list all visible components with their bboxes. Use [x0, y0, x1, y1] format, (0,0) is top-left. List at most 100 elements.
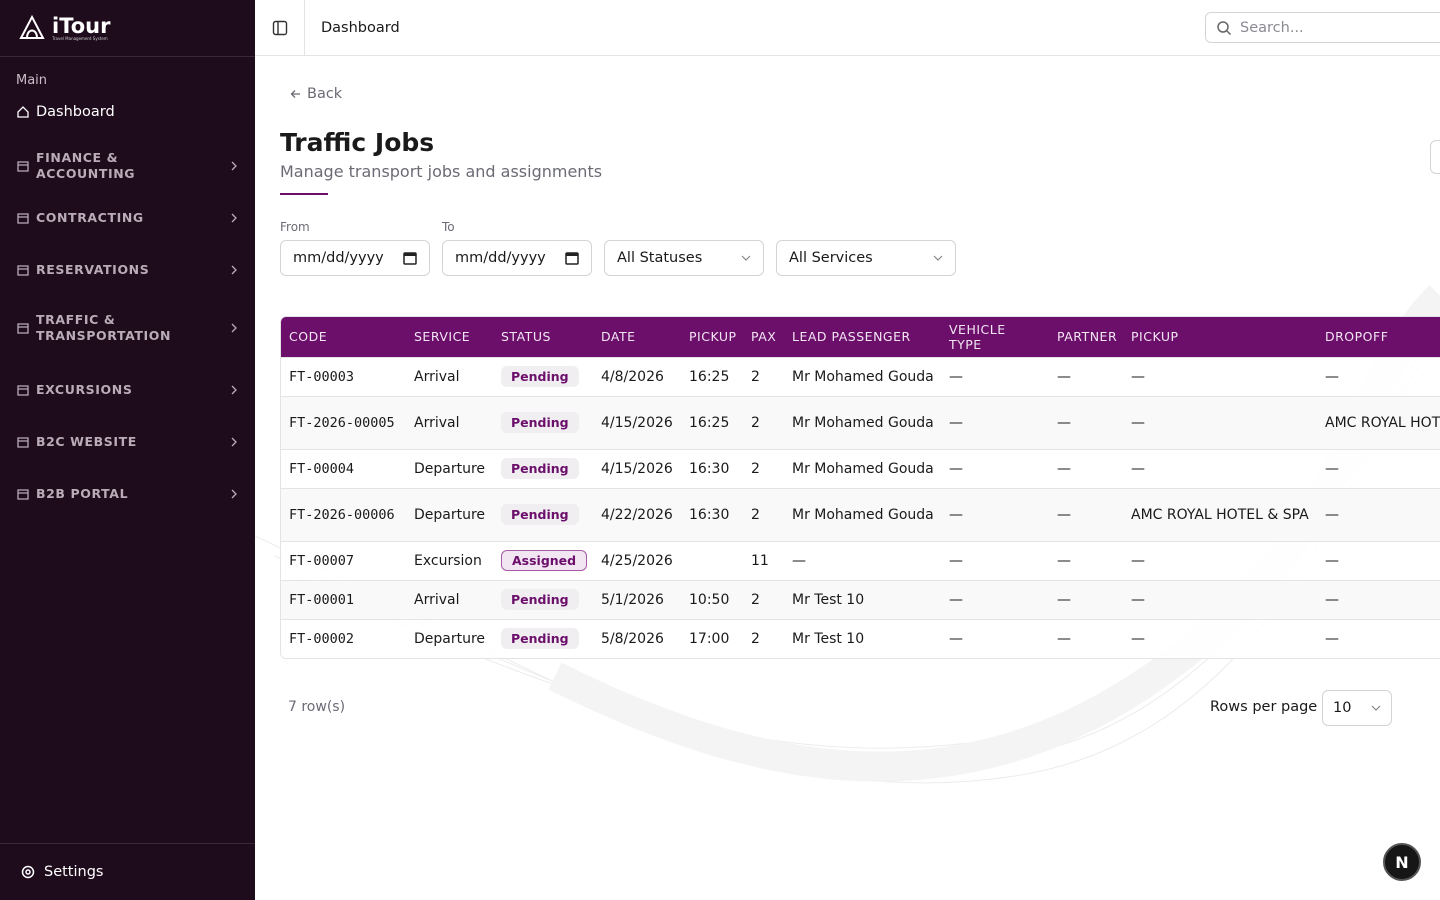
table-cell: — — [1049, 356, 1123, 396]
column-header[interactable]: PARTNER — [1049, 317, 1123, 357]
column-header[interactable]: PICKUP — [1123, 317, 1317, 357]
section-label: Main — [16, 73, 48, 88]
nav-label: FINANCE & ACCOUNTING — [36, 150, 136, 181]
column-header[interactable]: LEAD PASSENGER — [784, 317, 941, 357]
logo-subtitle: Travel Management System — [52, 35, 108, 41]
status-cell: Pending — [493, 356, 593, 396]
chevron-right — [231, 489, 237, 499]
table-cell: 17:00 — [681, 618, 743, 658]
table-row[interactable]: FT-00003 Arrival Pending 4/8/2026 16:25 2 Mr M… — [281, 356, 1440, 396]
nav-item[interactable]: B2C WEBSITE — [0, 428, 255, 456]
nav-item[interactable]: EXCURSIONS — [0, 376, 255, 404]
status-cell: Pending — [493, 618, 593, 658]
back-link[interactable]: Back — [290, 86, 342, 102]
table-row[interactable]: FT-2026-00005 Arrival Pending 4/15/2026 16:2… — [281, 395, 1440, 449]
table-container: CODE SERVICE STATUS DATE PICKUP PAX LEAD PASSE… — [280, 316, 1440, 659]
chevron-right — [231, 161, 237, 171]
status-cell: Pending — [493, 395, 593, 449]
chevron-right — [231, 385, 237, 395]
header-row: CODE SERVICE STATUS DATE PICKUP PAX LEAD PASSE… — [281, 317, 1440, 357]
column-header[interactable]: VEHICLE TYPE — [941, 317, 1049, 357]
status-select[interactable]: All Statuses — [604, 240, 764, 276]
to-date-input[interactable]: mm/dd/yyyy — [442, 240, 592, 276]
chevron-right — [231, 265, 237, 275]
nav-item[interactable]: Dashboard — [0, 98, 255, 126]
back-icon — [290, 90, 300, 98]
nav-label: B2B PORTAL — [36, 486, 129, 501]
status-badge: Pending — [501, 504, 579, 525]
status-cell: Pending — [493, 579, 593, 619]
column-header[interactable]: PAX — [743, 317, 784, 357]
table-cell: — — [941, 579, 1049, 619]
table-cell: — — [1123, 618, 1317, 658]
action-button[interactable] — [1430, 140, 1440, 174]
nav-item[interactable]: RESERVATIONS — [0, 256, 255, 284]
table-cell: — — [941, 448, 1049, 488]
settings-label: Settings — [44, 864, 104, 880]
table-body: FT-00003 Arrival Pending 4/8/2026 16:25 2 Mr M… — [281, 356, 1440, 658]
table-cell: 5/8/2026 — [593, 618, 681, 658]
job-code: FT-00007 — [281, 540, 406, 580]
column-header[interactable]: STATUS — [493, 317, 593, 357]
nav-item[interactable]: B2B PORTAL — [0, 480, 255, 508]
settings-link[interactable]: Settings — [0, 843, 255, 900]
rows-per-page-label: Rows per page — [1210, 699, 1318, 715]
column-header[interactable]: CODE — [281, 317, 406, 357]
table-cell: — — [941, 395, 1049, 449]
table-cell: Mr Mohamed Gouda — [784, 448, 941, 488]
nav-item[interactable]: CONTRACTING — [0, 204, 255, 232]
jobs-table: CODE SERVICE STATUS DATE PICKUP PAX LEAD PASSE… — [281, 317, 1440, 658]
nav-icon — [17, 265, 29, 276]
sidebar-toggle[interactable] — [255, 0, 305, 56]
table-cell: 4/25/2026 — [593, 540, 681, 580]
table-cell: — — [1123, 540, 1317, 580]
column-header[interactable]: SERVICE — [406, 317, 493, 357]
table-cell: 11 — [743, 540, 784, 580]
table-cell: AMC ROYAL HOTEL & SPA — [1123, 487, 1317, 541]
nav-label: CONTRACTING — [36, 210, 144, 225]
nav-icon — [17, 106, 29, 118]
calendar-icon — [565, 252, 579, 265]
service-select[interactable]: All Services — [776, 240, 956, 276]
table-cell: Arrival — [406, 395, 493, 449]
table-cell: 4/8/2026 — [593, 356, 681, 396]
toggle-icon — [272, 20, 287, 35]
status-badge: Pending — [501, 412, 579, 433]
table-cell: Mr Mohamed Gouda — [784, 356, 941, 396]
table-cell: — — [1317, 618, 1440, 658]
chevron-right — [231, 437, 237, 447]
rows-per-page-select[interactable]: 10 — [1322, 690, 1392, 726]
table-cell: — — [1049, 540, 1123, 580]
table-cell: — — [1317, 487, 1440, 541]
logo-icon — [19, 14, 45, 39]
table-row[interactable]: FT-00002 Departure Pending 5/8/2026 17:00 2 Mr… — [281, 618, 1440, 658]
column-header[interactable]: DATE — [593, 317, 681, 357]
logo[interactable]: iTour Travel Management System — [0, 0, 255, 57]
nav-item[interactable]: FINANCE & ACCOUNTING — [0, 150, 255, 181]
back-label: Back — [307, 86, 343, 102]
search-input[interactable]: Search... — [1205, 12, 1440, 43]
table-row[interactable]: FT-00007 Excursion Assigned 4/25/2026 11— — — —… — [281, 540, 1440, 580]
chevron-right — [231, 213, 237, 223]
table-cell: 16:25 — [681, 356, 743, 396]
nav-icon — [17, 437, 29, 448]
table-row[interactable]: FT-2026-00006 Departure Pending 4/22/2026 16… — [281, 487, 1440, 541]
column-header[interactable]: DROPOFF — [1317, 317, 1440, 357]
breadcrumb[interactable]: Dashboard — [321, 19, 400, 36]
table-cell: AMC ROYAL HOTEL & SPA — [1317, 395, 1440, 449]
nav-label: TRAFFIC & TRANSPORTATION — [36, 312, 172, 343]
table-row[interactable]: FT-00004 Departure Pending 4/15/2026 16:30 2 M… — [281, 448, 1440, 488]
table-row[interactable]: FT-00001 Arrival Pending 5/1/2026 10:50 2 Mr T… — [281, 579, 1440, 619]
column-header[interactable]: PICKUP — [681, 317, 743, 357]
status-badge: Pending — [501, 628, 579, 650]
nav-item[interactable]: TRAFFIC & TRANSPORTATION — [0, 308, 255, 348]
table-cell: — — [1049, 579, 1123, 619]
table-cell: 4/15/2026 — [593, 395, 681, 449]
page-subtitle: Manage transport jobs and assignments — [280, 162, 603, 181]
calendar-icon — [403, 252, 417, 265]
avatar-button[interactable]: N — [1383, 843, 1421, 881]
status-badge: Assigned — [501, 550, 588, 571]
nav-label: Dashboard — [36, 104, 115, 120]
from-date-input[interactable]: mm/dd/yyyy — [280, 240, 430, 276]
